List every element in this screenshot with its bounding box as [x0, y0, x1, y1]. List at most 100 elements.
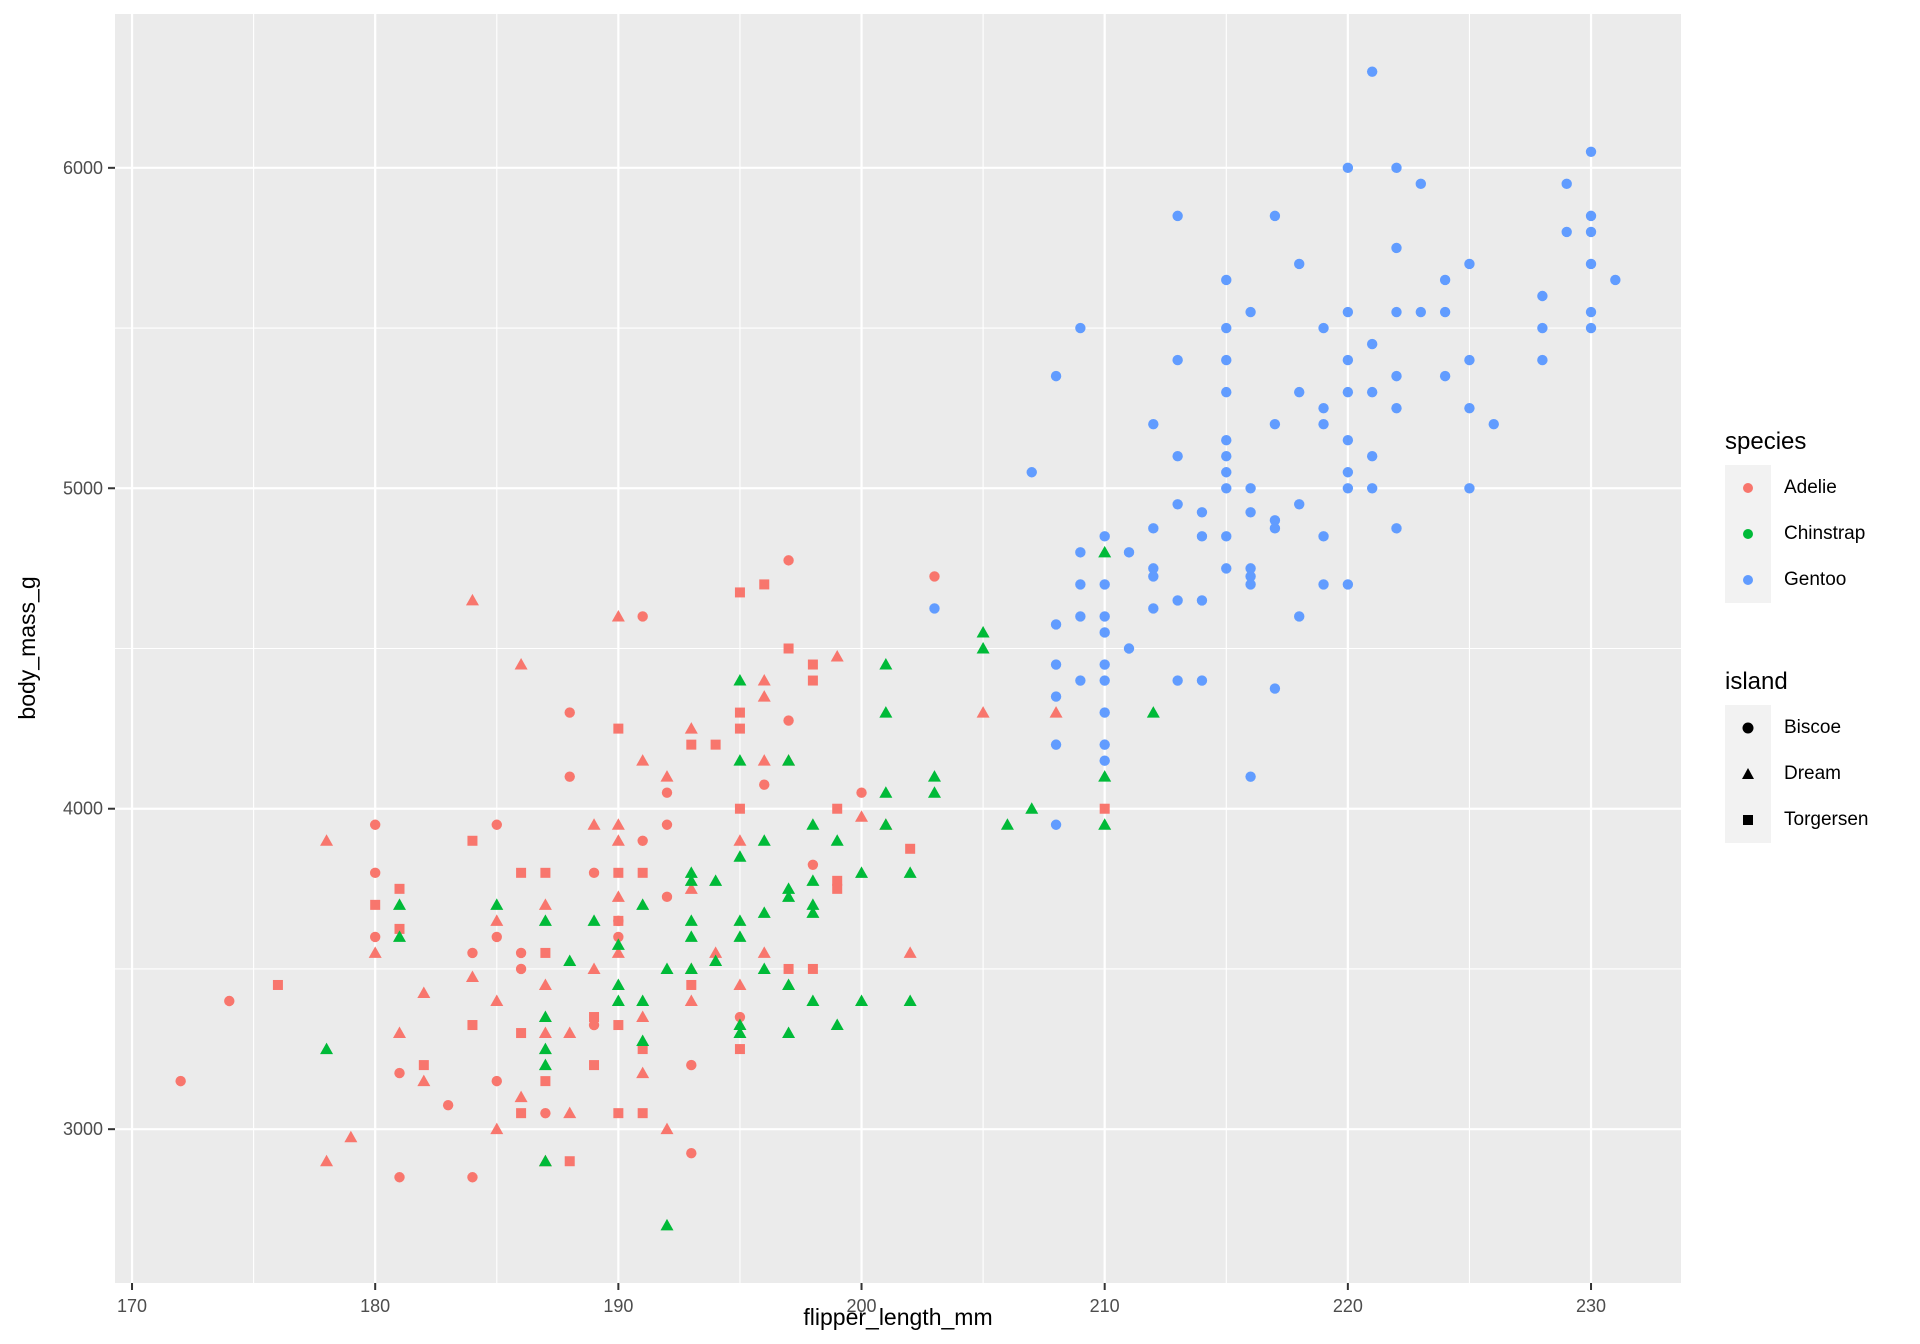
data-point	[636, 898, 650, 910]
data-point	[1099, 675, 1110, 686]
data-point	[588, 867, 600, 879]
data-point	[734, 1044, 745, 1055]
data-point	[1245, 571, 1256, 582]
data-point	[613, 1020, 624, 1031]
legend-item-dream: Dream	[1725, 751, 1869, 797]
data-point	[1439, 274, 1451, 286]
data-point	[686, 1148, 697, 1159]
data-point	[1391, 162, 1402, 174]
data-point	[1172, 354, 1183, 366]
data-point	[1561, 226, 1572, 238]
data-point	[1537, 290, 1548, 302]
data-point	[1196, 675, 1208, 686]
data-point	[1342, 162, 1354, 174]
x-tick-label: 190	[603, 1296, 633, 1316]
x-tick-label: 230	[1576, 1296, 1606, 1316]
data-point	[757, 690, 771, 702]
data-point	[757, 946, 771, 958]
data-point	[1099, 531, 1110, 542]
data-point	[733, 834, 747, 846]
data-point	[491, 931, 502, 943]
data-point	[564, 707, 575, 718]
data-point	[1075, 611, 1086, 622]
data-point	[684, 930, 698, 942]
data-point	[540, 1076, 551, 1087]
data-point	[832, 883, 843, 894]
data-point	[1561, 178, 1572, 190]
data-point	[684, 914, 698, 926]
data-point	[611, 609, 625, 622]
data-point	[1439, 370, 1451, 382]
data-point	[1537, 354, 1548, 366]
data-point	[830, 650, 844, 662]
data-point	[1366, 483, 1378, 494]
data-point	[782, 890, 796, 902]
data-point	[1342, 354, 1354, 366]
data-point	[1172, 595, 1183, 606]
data-point	[1050, 619, 1062, 630]
data-point	[879, 818, 893, 830]
data-point	[1391, 242, 1402, 254]
data-point	[613, 931, 624, 943]
data-point	[1318, 579, 1329, 590]
square-icon	[1743, 815, 1753, 825]
data-point	[589, 1060, 600, 1071]
data-point	[1026, 467, 1037, 478]
data-point	[418, 1060, 429, 1071]
data-point	[903, 946, 917, 958]
data-point	[514, 658, 528, 670]
data-point	[611, 978, 625, 990]
data-point	[563, 954, 577, 966]
data-point	[1585, 146, 1597, 157]
data-point	[733, 850, 747, 862]
data-point	[1245, 483, 1256, 494]
y-axis: 3000 4000 5000 6000	[63, 158, 115, 1139]
data-point	[1245, 306, 1256, 318]
data-point	[1050, 370, 1062, 382]
data-point	[976, 642, 990, 654]
data-point	[465, 593, 479, 606]
data-point	[1464, 258, 1475, 270]
data-point	[587, 914, 601, 926]
data-point	[417, 986, 431, 998]
data-point	[806, 818, 820, 830]
data-point	[613, 723, 624, 734]
x-tick-label: 210	[1090, 1296, 1120, 1316]
data-point	[564, 1156, 575, 1167]
data-point	[1049, 706, 1063, 718]
data-point	[417, 1074, 431, 1087]
data-point	[1221, 435, 1232, 446]
data-point	[1099, 707, 1110, 718]
data-point	[613, 1108, 624, 1119]
data-point	[927, 770, 941, 782]
data-point	[1099, 803, 1110, 814]
legend-item-gentoo: Gentoo	[1725, 557, 1865, 603]
legend-label: Gentoo	[1784, 569, 1847, 590]
data-point	[832, 803, 843, 814]
data-point	[1148, 563, 1159, 574]
data-point	[1000, 818, 1014, 830]
triangle-icon	[1742, 768, 1754, 779]
data-point	[1221, 531, 1232, 542]
legend-island-title: island	[1725, 668, 1788, 695]
data-point	[684, 962, 698, 974]
data-point	[589, 1012, 600, 1023]
data-point	[661, 819, 673, 830]
legend-label: Dream	[1784, 763, 1842, 784]
data-point	[1294, 386, 1305, 398]
data-point	[611, 890, 625, 902]
data-point	[538, 1010, 552, 1023]
data-point	[783, 555, 794, 566]
data-point	[807, 963, 818, 974]
data-point	[1098, 545, 1112, 558]
data-point	[1294, 499, 1305, 510]
major-gridlines	[115, 14, 1681, 1283]
data-point	[588, 1019, 600, 1031]
data-point	[1537, 322, 1548, 334]
data-point	[368, 946, 382, 958]
data-point	[637, 611, 648, 622]
data-point	[442, 1099, 454, 1111]
data-point	[538, 914, 552, 926]
data-point	[1245, 579, 1256, 590]
data-point	[1221, 386, 1232, 398]
